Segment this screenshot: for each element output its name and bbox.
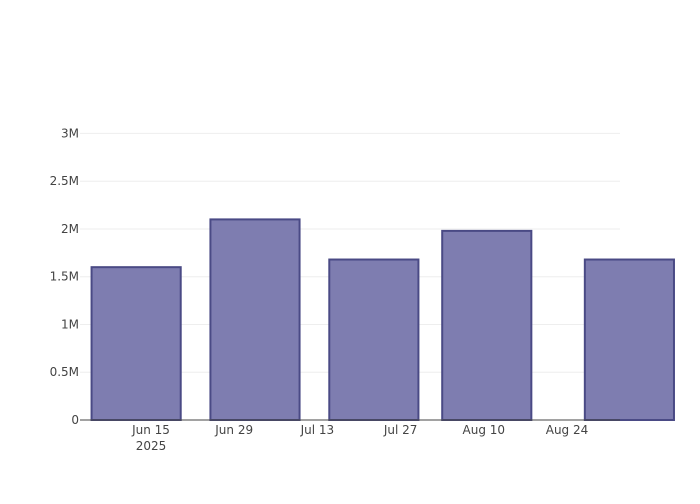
x-tick-label: Jun 15 xyxy=(131,423,170,437)
axes: 0 0.5M 1M 1.5M 2M 2.5M 3M Jun 15 2025 Jun 29 Jul 1… xyxy=(50,126,620,453)
y-tick-label: 1M xyxy=(61,317,79,331)
y-tick-label: 0.5M xyxy=(50,365,79,379)
y-tick-label: 0 xyxy=(71,413,79,427)
x-tick-label: Jun 29 xyxy=(214,423,253,437)
x-tick-label: Aug 24 xyxy=(546,423,589,437)
x-tick-label: Jul 27 xyxy=(383,423,418,437)
y-tick-label: 3M xyxy=(61,126,79,140)
y-tick-label: 2M xyxy=(61,222,79,236)
x-tick-label: Jul 13 xyxy=(300,423,335,437)
bar-2[interactable] xyxy=(328,258,420,422)
bars xyxy=(90,218,675,422)
bar-1[interactable] xyxy=(209,218,301,421)
y-tick-label: 1.5M xyxy=(50,270,79,284)
x-tick-sublabel: 2025 xyxy=(136,439,167,453)
y-tick-label: 2.5M xyxy=(50,174,79,188)
bar-3[interactable] xyxy=(441,229,533,421)
bar-0[interactable] xyxy=(90,266,182,421)
bar-4[interactable] xyxy=(583,258,675,422)
x-tick-label: Aug 10 xyxy=(463,423,506,437)
